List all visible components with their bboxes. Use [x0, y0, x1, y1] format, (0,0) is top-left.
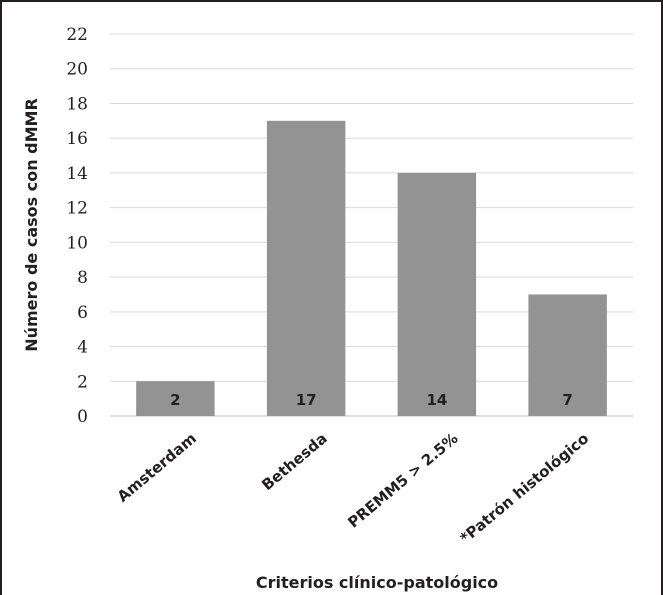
data-labels: 2 17 14 7 — [170, 391, 573, 409]
x-category-label: PREMM5 > 2.5% — [344, 429, 461, 531]
y-tick-label: 6 — [77, 303, 88, 323]
x-category-label: Amsterdam — [114, 429, 200, 505]
x-axis-title: Criterios clínico-patológico — [256, 573, 498, 592]
x-category-label: Bethesda — [258, 429, 330, 494]
y-tick-label: 22 — [66, 25, 88, 45]
bar-data-label: 2 — [170, 391, 180, 409]
bar — [266, 120, 346, 417]
y-axis-ticks: 0 2 4 6 8 10 12 14 16 18 20 22 — [66, 25, 88, 427]
bar-data-label: 7 — [562, 391, 572, 409]
y-tick-label: 10 — [66, 233, 88, 253]
y-tick-label: 4 — [77, 338, 88, 358]
y-tick-label: 0 — [77, 407, 88, 427]
y-tick-label: 14 — [66, 164, 88, 184]
bars — [136, 120, 607, 417]
bar — [397, 172, 477, 416]
bar — [136, 381, 215, 416]
bar — [528, 294, 607, 416]
bar-data-label: 17 — [296, 391, 317, 409]
x-axis-categories: Amsterdam Bethesda PREMM5 > 2.5%*Patrón hi… — [114, 429, 592, 547]
y-tick-label: 12 — [66, 199, 88, 219]
y-tick-label: 8 — [77, 268, 88, 288]
y-tick-label: 2 — [77, 372, 88, 392]
y-axis-title: Número de casos con dMMR — [22, 98, 41, 352]
y-tick-label: 20 — [66, 60, 88, 80]
y-tick-label: 16 — [66, 129, 88, 149]
y-tick-label: 18 — [66, 94, 88, 114]
bar-data-label: 14 — [426, 391, 447, 409]
x-category-label: *Patrón histológico — [456, 429, 592, 547]
